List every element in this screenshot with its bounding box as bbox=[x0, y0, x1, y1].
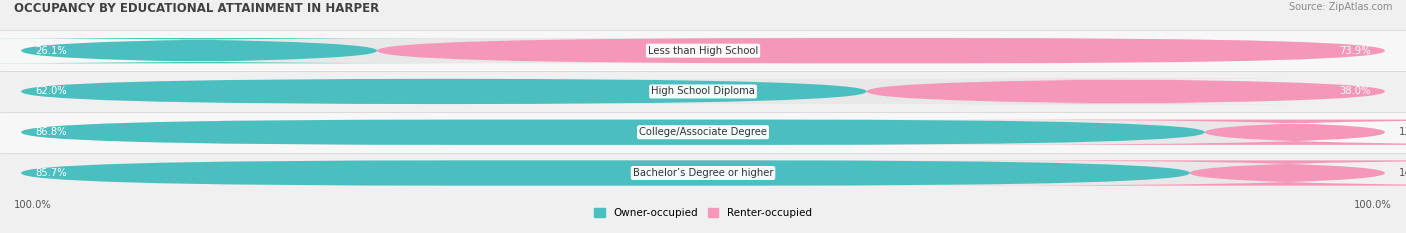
FancyBboxPatch shape bbox=[377, 38, 1385, 63]
FancyBboxPatch shape bbox=[0, 71, 1406, 112]
Text: 14.3%: 14.3% bbox=[1399, 168, 1406, 178]
Legend: Owner-occupied, Renter-occupied: Owner-occupied, Renter-occupied bbox=[595, 208, 811, 218]
FancyBboxPatch shape bbox=[21, 160, 1189, 186]
FancyBboxPatch shape bbox=[949, 160, 1406, 186]
Text: 62.0%: 62.0% bbox=[35, 86, 66, 96]
FancyBboxPatch shape bbox=[0, 153, 1406, 193]
FancyBboxPatch shape bbox=[21, 160, 1385, 186]
FancyBboxPatch shape bbox=[0, 30, 1406, 71]
FancyBboxPatch shape bbox=[21, 79, 866, 104]
Text: 26.1%: 26.1% bbox=[35, 46, 67, 56]
Text: 85.7%: 85.7% bbox=[35, 168, 66, 178]
FancyBboxPatch shape bbox=[949, 120, 1406, 145]
Text: College/Associate Degree: College/Associate Degree bbox=[638, 127, 768, 137]
FancyBboxPatch shape bbox=[0, 112, 1406, 153]
FancyBboxPatch shape bbox=[21, 120, 1385, 145]
Text: High School Diploma: High School Diploma bbox=[651, 86, 755, 96]
Text: Source: ZipAtlas.com: Source: ZipAtlas.com bbox=[1288, 2, 1392, 12]
Text: 73.9%: 73.9% bbox=[1340, 46, 1371, 56]
Text: 38.0%: 38.0% bbox=[1340, 86, 1371, 96]
Text: OCCUPANCY BY EDUCATIONAL ATTAINMENT IN HARPER: OCCUPANCY BY EDUCATIONAL ATTAINMENT IN H… bbox=[14, 2, 380, 15]
Text: 100.0%: 100.0% bbox=[1354, 200, 1392, 210]
Text: 86.8%: 86.8% bbox=[35, 127, 66, 137]
FancyBboxPatch shape bbox=[21, 38, 1385, 63]
FancyBboxPatch shape bbox=[0, 38, 457, 63]
FancyBboxPatch shape bbox=[21, 79, 1385, 104]
Text: Less than High School: Less than High School bbox=[648, 46, 758, 56]
FancyBboxPatch shape bbox=[866, 79, 1385, 104]
FancyBboxPatch shape bbox=[21, 120, 1205, 145]
Text: Bachelor’s Degree or higher: Bachelor’s Degree or higher bbox=[633, 168, 773, 178]
Text: 100.0%: 100.0% bbox=[14, 200, 52, 210]
Text: 13.2%: 13.2% bbox=[1399, 127, 1406, 137]
